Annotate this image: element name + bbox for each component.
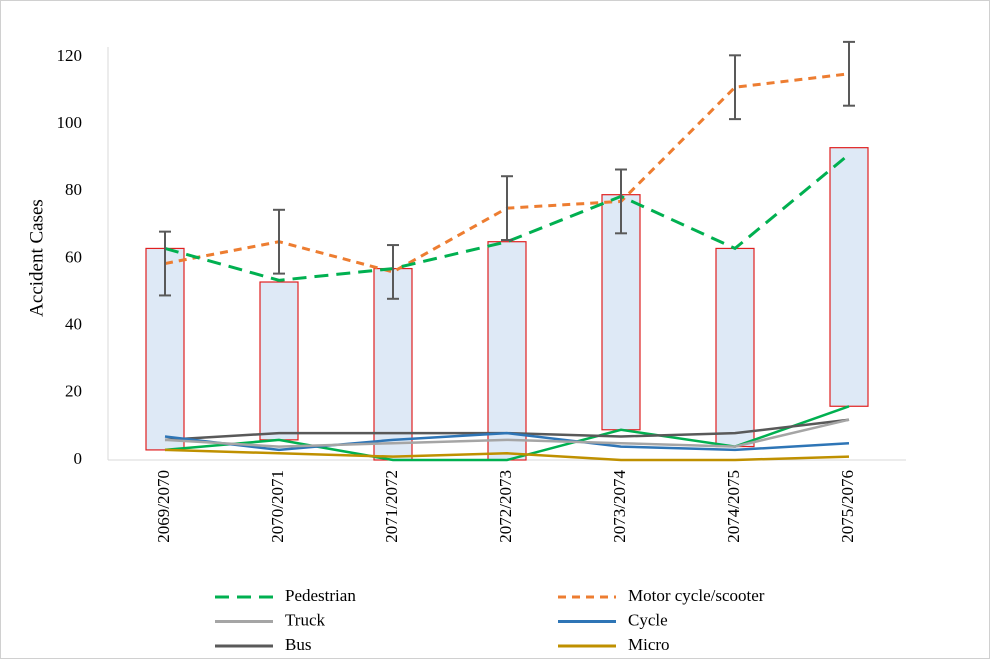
series-line [164, 431, 850, 452]
error-bar [843, 40, 855, 107]
y-tick-label: 40 [65, 315, 82, 334]
error-bar [501, 175, 513, 242]
x-tick-label: 2073/2074 [610, 470, 629, 543]
legend-label: Truck [285, 610, 325, 629]
box [487, 241, 527, 461]
error-bar [729, 54, 741, 121]
x-tick-label: 2070/2071 [268, 470, 287, 543]
x-tick-label: 2074/2075 [724, 470, 743, 543]
y-tick-label: 0 [74, 449, 83, 468]
box [715, 247, 755, 448]
y-tick-label: 60 [65, 247, 82, 266]
box [259, 281, 299, 441]
legend-label: Micro [628, 635, 670, 654]
y-tick-label: 120 [57, 46, 83, 65]
legend-label: Motor cycle/scooter [628, 586, 765, 605]
x-tick-label: 2071/2072 [382, 470, 401, 543]
series-line [164, 153, 850, 282]
x-tick-label: 2072/2073 [496, 470, 515, 543]
error-bar [159, 230, 171, 297]
series-line [164, 418, 850, 448]
box [373, 267, 413, 461]
legend-label: Cycle [628, 610, 668, 629]
y-tick-label: 100 [57, 113, 83, 132]
y-axis-label: Accident Cases [26, 199, 47, 317]
series-line [164, 448, 850, 462]
legend-label: Pedestrian [285, 586, 356, 605]
x-tick-label: 2075/2076 [838, 470, 857, 543]
box [829, 147, 869, 407]
x-tick-label: 2069/2070 [154, 470, 173, 543]
error-bar [615, 168, 627, 235]
error-bar [387, 244, 399, 300]
y-tick-label: 80 [65, 180, 82, 199]
y-tick-label: 20 [65, 382, 82, 401]
legend-label: Bus [285, 635, 311, 654]
error-bar [273, 208, 285, 275]
